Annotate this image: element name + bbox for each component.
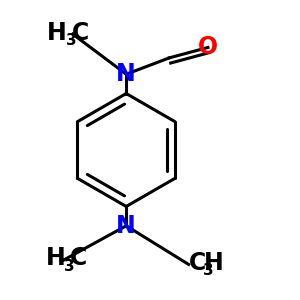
Text: N: N — [116, 62, 136, 86]
Text: C: C — [189, 251, 206, 275]
Text: H: H — [203, 251, 223, 275]
Text: 3: 3 — [64, 259, 75, 274]
Text: C: C — [71, 21, 89, 45]
Text: 3: 3 — [202, 263, 213, 278]
Text: C: C — [70, 247, 87, 271]
Text: O: O — [198, 35, 218, 59]
Text: N: N — [116, 214, 136, 238]
Text: 3: 3 — [66, 33, 76, 48]
Text: H: H — [47, 21, 67, 45]
Text: H: H — [46, 247, 65, 271]
